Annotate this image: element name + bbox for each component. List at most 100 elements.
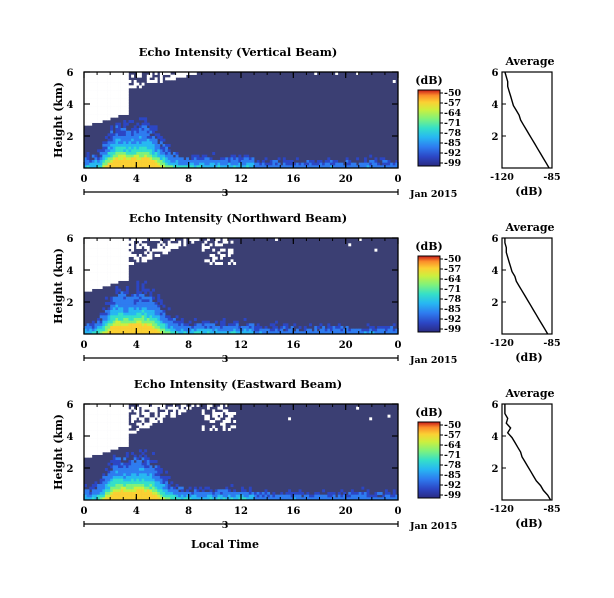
- heatmap-cell: [94, 436, 98, 439]
- heatmap-cell: [282, 157, 286, 161]
- heatmap-cell: [94, 248, 98, 252]
- heatmap-cell: [123, 425, 127, 429]
- heatmap-cell: [144, 157, 148, 161]
- heatmap-cell: [107, 433, 111, 437]
- heatmap-cell: [123, 256, 127, 260]
- heatmap-cell: [123, 146, 127, 150]
- heatmap-cell: [183, 74, 187, 78]
- heatmap-cell: [112, 428, 116, 431]
- heatmap-cell: [272, 331, 276, 335]
- heatmap-cell: [118, 302, 121, 305]
- heatmap-cell: [125, 104, 129, 107]
- heatmap-cell: [131, 144, 135, 147]
- heatmap-cell: [167, 489, 171, 493]
- heatmap-cell: [149, 152, 153, 155]
- heatmap-cell: [159, 497, 163, 501]
- heatmap-cell: [86, 96, 90, 99]
- heatmap-cell: [157, 152, 161, 155]
- heatmap-cell: [233, 323, 237, 327]
- heatmap-cell: [104, 114, 108, 118]
- heatmap-cell: [220, 422, 223, 426]
- heatmap-cell: [89, 283, 93, 287]
- heatmap-cell: [332, 162, 336, 166]
- heatmap-cell: [112, 138, 116, 142]
- heatmap-cell: [227, 428, 231, 431]
- heatmap-cell: [112, 112, 116, 115]
- heatmap-cell: [212, 165, 216, 169]
- heatmap-cell: [146, 246, 150, 249]
- heatmap-cell: [104, 310, 108, 313]
- heatmap-cell: [125, 436, 129, 439]
- heatmap-cell: [146, 299, 150, 303]
- heatmap-cell: [214, 320, 218, 324]
- heatmap-cell: [128, 315, 132, 319]
- heatmap-cell: [350, 497, 354, 501]
- heatmap-cell: [157, 296, 161, 300]
- heatmap-cell: [97, 254, 100, 257]
- heatmap-cell: [115, 299, 119, 303]
- heatmap-cell: [102, 106, 106, 110]
- heatmap-cell: [146, 497, 150, 501]
- colorbar-tick-label: -99: [444, 158, 462, 169]
- heatmap-cell: [138, 254, 142, 257]
- heatmap-cell: [371, 326, 375, 329]
- heatmap-cell: [167, 494, 171, 498]
- profile-y-tick-label: 2: [492, 464, 499, 475]
- heatmap-cell: [115, 486, 119, 490]
- heatmap-cell: [201, 160, 205, 163]
- heatmap-cell: [107, 436, 111, 439]
- heatmap-cell: [162, 481, 166, 485]
- colorbar-tick-label: -50: [444, 88, 462, 99]
- heatmap-cell: [91, 417, 95, 421]
- heatmap-cell: [125, 262, 129, 265]
- heatmap-cell: [120, 299, 124, 303]
- heatmap-cell: [387, 165, 391, 169]
- heatmap-cell: [128, 409, 132, 413]
- heatmap-cell: [178, 409, 182, 413]
- heatmap-cell: [167, 320, 171, 324]
- heatmap-cell: [94, 420, 98, 423]
- heatmap-cell: [149, 465, 153, 469]
- heatmap-cell: [154, 473, 158, 477]
- heatmap-cell: [104, 264, 108, 268]
- heatmap-cell: [165, 484, 169, 487]
- heatmap-cell: [193, 328, 197, 332]
- heatmap-cell: [144, 331, 148, 335]
- heatmap-cell: [303, 162, 307, 166]
- heatmap-cell: [104, 98, 108, 102]
- heatmap-cell: [188, 160, 192, 163]
- heatmap-cell: [102, 104, 106, 107]
- heatmap-cell: [314, 328, 318, 332]
- heatmap-cell: [118, 299, 121, 303]
- heatmap-cell: [128, 497, 132, 501]
- heatmap-cell: [369, 326, 373, 329]
- heatmap-cell: [144, 454, 148, 458]
- heatmap-cell: [115, 264, 119, 268]
- heatmap-cell: [102, 152, 106, 155]
- heatmap-cell: [125, 412, 129, 415]
- heatmap-cell: [131, 74, 135, 78]
- heatmap-cell: [256, 326, 260, 329]
- heatmap-cell: [89, 238, 93, 241]
- heatmap-cell: [248, 157, 252, 161]
- heatmap-cell: [285, 323, 289, 327]
- heatmap-cell: [159, 414, 163, 418]
- heatmap-cell: [104, 141, 108, 145]
- heatmap-cell: [144, 296, 148, 300]
- heatmap-cell: [99, 449, 103, 453]
- heatmap-cell: [120, 98, 124, 102]
- heatmap-cell: [382, 157, 386, 161]
- heatmap-cell: [110, 109, 114, 113]
- heatmap-cell: [107, 106, 111, 110]
- heatmap-cell: [115, 125, 119, 129]
- heatmap-cell: [125, 465, 129, 469]
- heatmap-cell: [152, 136, 155, 139]
- heatmap-cell: [178, 412, 182, 415]
- heatmap-cell: [107, 248, 111, 252]
- heatmap-cell: [125, 72, 129, 75]
- heatmap-cell: [136, 310, 140, 313]
- heatmap-cell: [206, 417, 210, 421]
- heatmap-cell: [94, 497, 98, 501]
- heatmap-cell: [311, 497, 315, 501]
- heatmap-cell: [115, 162, 119, 166]
